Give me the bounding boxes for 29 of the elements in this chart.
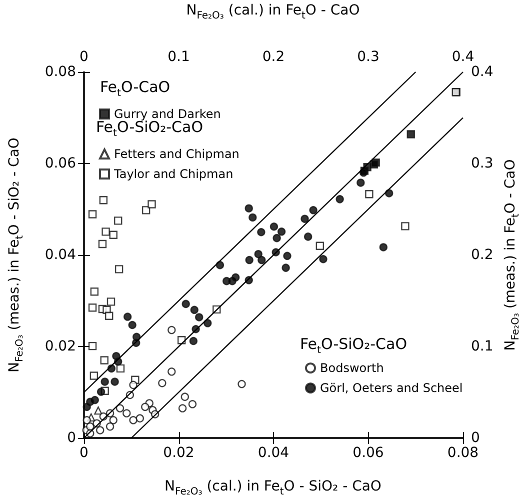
- x2-tick-label: 0.4: [452, 49, 474, 65]
- x-tick-label: 0.06: [352, 445, 384, 461]
- x-tick-label: 0.02: [163, 445, 194, 461]
- x2-tick-label: 0.3: [357, 49, 380, 65]
- y2-tick-label: 0: [471, 430, 480, 446]
- x-tick-label: 0: [80, 445, 88, 461]
- y-tick-label: 0.08: [44, 64, 76, 80]
- annotation: Fe$_{t}$O-CaO: [100, 78, 170, 99]
- y2-tick-label: 0.1: [471, 338, 494, 354]
- x-axis-title: N$_{Fe₂O₃}$ (cal.) in Fe$_{t}$O - SiO₂ - CaO: [164, 478, 382, 498]
- x2-tick-label: 0.2: [262, 49, 285, 65]
- x-tick-label: 0.04: [258, 445, 290, 461]
- x2-tick-label: 0.1: [168, 49, 190, 65]
- y-tick-label: 0.06: [44, 156, 76, 172]
- x2-tick-label: 0: [80, 49, 88, 65]
- annotation: Fe$_{t}$O-SiO₂-CaO: [300, 335, 407, 356]
- y2-tick-label: 0.2: [471, 247, 494, 263]
- legend-label: Fetters and Chipman: [114, 147, 240, 161]
- y-tick-label: 0.02: [44, 338, 76, 354]
- legend-label: Bodsworth: [320, 361, 384, 375]
- x-tick-label: 0.08: [447, 445, 479, 461]
- y2-tick-label: 0.3: [471, 156, 494, 172]
- x2-axis-title: N$_{Fe₂O₃}$ (cal.) in Fe$_{t}$O - CaO: [186, 2, 360, 22]
- legend-label: Gurry and Darken: [114, 107, 221, 121]
- y-tick-label: 0.04: [44, 247, 76, 263]
- legend-label: Taylor and Chipman: [113, 167, 234, 181]
- legend-label: Görl, Oeters and Scheel: [320, 381, 463, 395]
- y-tick-label: 0: [67, 430, 76, 446]
- y2-tick-label: 0.4: [471, 64, 494, 80]
